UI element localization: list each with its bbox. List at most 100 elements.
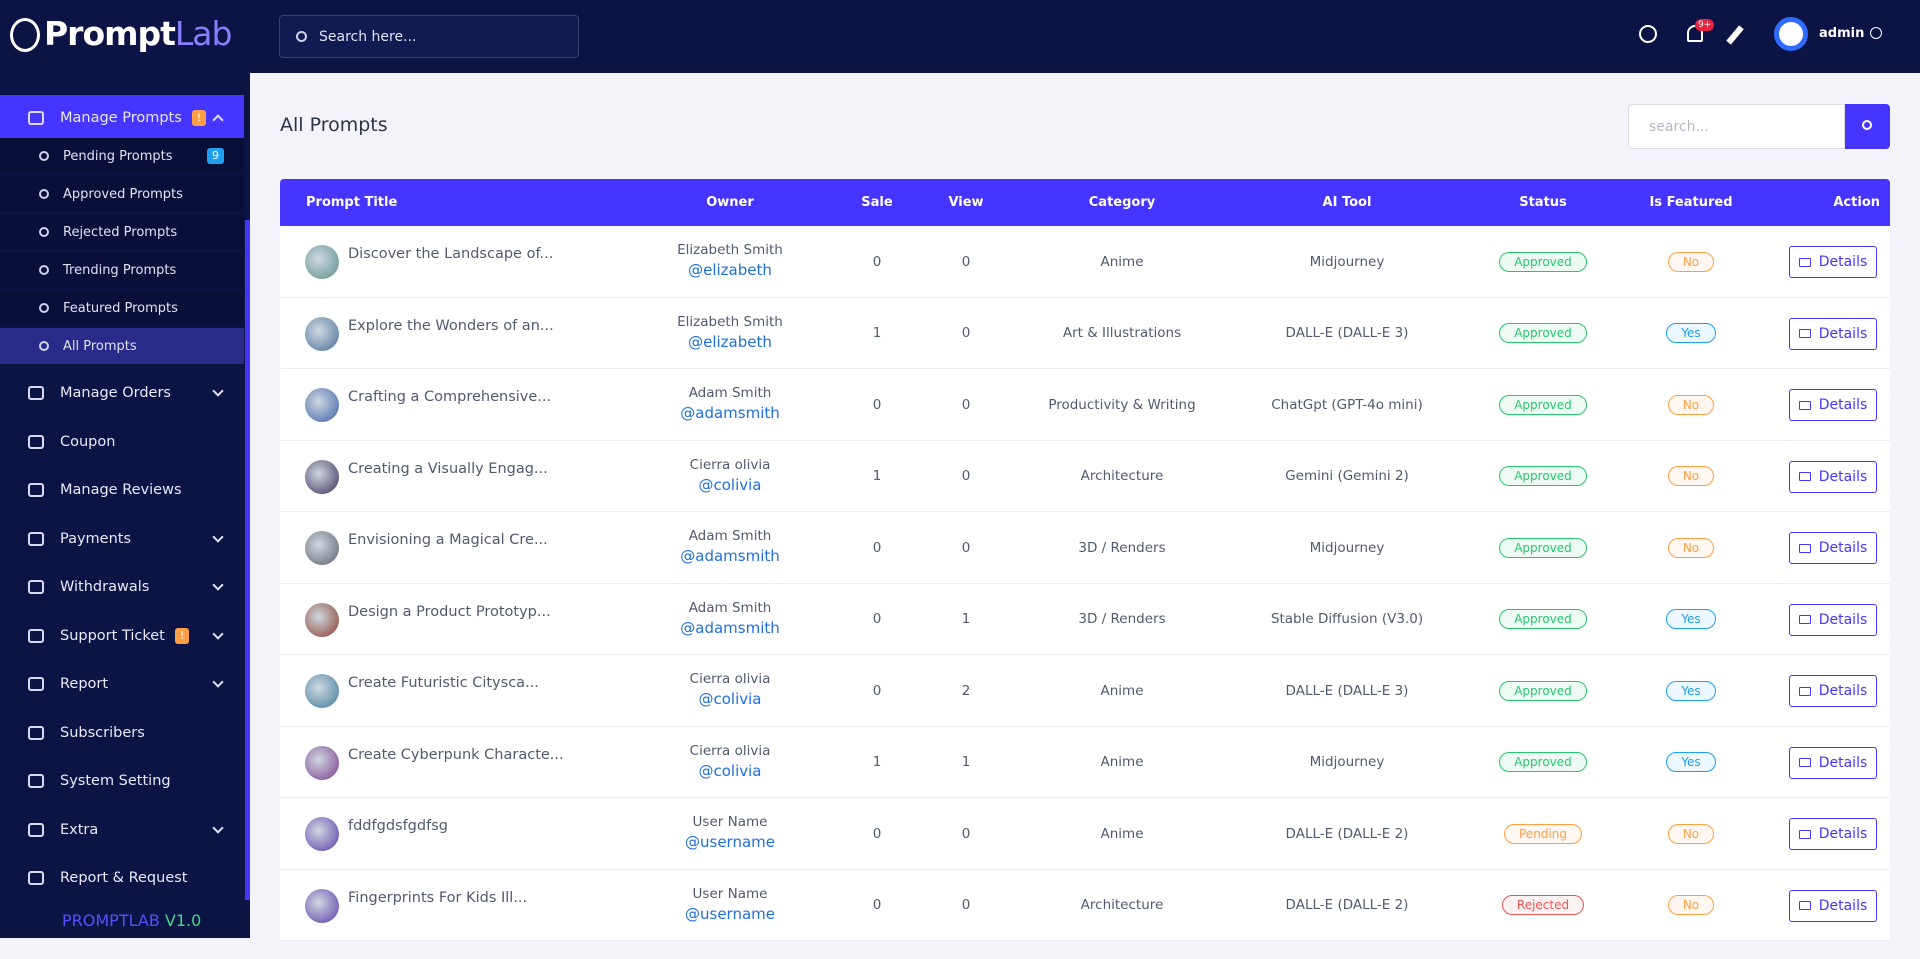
username[interactable]: admin <box>1819 26 1865 41</box>
column-header: Is Featured <box>1649 195 1733 210</box>
owner: Adam Smith @adamsmith <box>630 526 830 566</box>
prompt-title: Create Cyberpunk Characte... <box>348 746 564 763</box>
owner-name: Adam Smith <box>688 385 772 401</box>
details-button[interactable]: Details <box>1789 246 1877 278</box>
details-icon <box>1798 686 1811 696</box>
sale: 0 <box>872 253 882 270</box>
search-button[interactable] <box>1845 104 1890 149</box>
menu-label: Coupon <box>60 433 116 450</box>
version-name: PROMPTLAB <box>62 911 160 930</box>
details-button[interactable]: Details <box>1789 389 1877 421</box>
owner-handle[interactable]: @username <box>685 904 775 923</box>
owner: User Name @username <box>630 812 830 852</box>
featured-badge: No <box>1667 895 1715 916</box>
details-label: Details <box>1818 897 1868 914</box>
menu-item[interactable]: Report <box>0 661 244 707</box>
view: 0 <box>961 325 971 342</box>
submenu-item[interactable]: Featured Prompts <box>0 290 244 326</box>
user-dropdown[interactable] <box>1870 27 1882 39</box>
prompt-thumbnail <box>305 531 339 565</box>
owner-name: Adam Smith <box>688 599 772 616</box>
menu-item[interactable]: Payments <box>0 516 244 562</box>
view: 0 <box>961 897 971 914</box>
details-button[interactable]: Details <box>1789 889 1877 922</box>
menu-item[interactable]: Manage Reviews <box>0 467 244 513</box>
menu-item[interactable]: Manage Prompts! <box>0 95 244 141</box>
owner: Adam Smith @adamsmith <box>630 598 830 638</box>
status-cell: Approved <box>1443 584 1643 656</box>
menu-item[interactable]: System Setting <box>0 758 244 804</box>
owner-name: Cierra olivia <box>689 742 771 759</box>
brand-logo <box>10 18 40 52</box>
menu-item[interactable]: Support Ticket! <box>0 613 244 659</box>
owner-handle[interactable]: @adamsmith <box>680 618 780 637</box>
menu-item[interactable]: Extra <box>0 807 244 853</box>
owner-handle[interactable]: @colivia <box>698 761 762 780</box>
owner-handle[interactable]: @elizabeth <box>688 332 772 351</box>
submenu-item[interactable]: All Prompts <box>0 328 244 364</box>
menu-label: Report <box>60 676 109 692</box>
owner: Elizabeth Smith @elizabeth <box>630 240 830 280</box>
prompt-thumbnail <box>305 245 339 279</box>
top-search[interactable]: Search here... <box>279 15 579 58</box>
details-label: Details <box>1818 683 1868 699</box>
status-badge: Pending <box>1504 823 1582 844</box>
column-header: Sale <box>861 195 893 210</box>
owner-name: User Name <box>692 814 768 830</box>
ai-tool: Stable Diffusion (V3.0) <box>1270 611 1424 628</box>
prompt-title: Create Futuristic Citysca... <box>348 675 539 691</box>
submenu-item[interactable]: Pending Prompts 9 <box>0 138 244 174</box>
owner-handle[interactable]: @colivia <box>698 475 762 494</box>
chevron <box>212 676 224 688</box>
owner-handle[interactable]: @colivia <box>698 690 762 708</box>
sale: 1 <box>872 325 882 342</box>
avatar[interactable] <box>1774 17 1808 51</box>
featured-badge: No <box>1667 537 1715 558</box>
owner-handle[interactable]: @elizabeth <box>688 261 772 279</box>
language-icon[interactable] <box>1639 25 1657 43</box>
details-button[interactable]: Details <box>1789 675 1877 707</box>
table-row: Create Futuristic Citysca... Cierra olivi… <box>280 655 1890 727</box>
status-badge: Rejected <box>1501 895 1585 916</box>
category: Anime <box>1100 754 1144 771</box>
owner-handle[interactable]: @adamsmith <box>680 404 780 422</box>
featured-cell: No <box>1591 369 1791 441</box>
category: Anime <box>1100 825 1144 842</box>
menu-item[interactable]: Manage Orders <box>0 370 244 416</box>
status-badge: Approved <box>1499 394 1587 415</box>
sale: 0 <box>872 611 882 628</box>
details-button[interactable]: Details <box>1789 603 1877 636</box>
details-button[interactable]: Details <box>1789 818 1877 850</box>
details-icon <box>1798 758 1811 767</box>
menu-item[interactable]: Withdrawals <box>0 564 244 610</box>
submenu-item[interactable]: Rejected Prompts <box>0 214 244 250</box>
owner-handle[interactable]: @username <box>685 833 775 851</box>
details-button[interactable]: Details <box>1789 460 1877 493</box>
status-badge: Approved <box>1499 680 1587 701</box>
settings-icon[interactable] <box>1726 25 1744 45</box>
submenu-item[interactable]: Approved Prompts <box>0 176 244 212</box>
status-badge: Approved <box>1499 537 1587 558</box>
owner-name: User Name <box>692 885 768 902</box>
owner: Cierra olivia @colivia <box>630 669 830 709</box>
menu-icon <box>28 677 44 691</box>
submenu-item[interactable]: Trending Prompts <box>0 252 244 288</box>
owner-handle[interactable]: @adamsmith <box>680 547 780 565</box>
details-button[interactable]: Details <box>1789 746 1877 779</box>
menu-icon <box>28 531 44 546</box>
featured-badge: No <box>1667 466 1715 487</box>
featured-badge: Yes <box>1666 752 1716 773</box>
table-search[interactable]: search... <box>1628 104 1845 149</box>
details-button[interactable]: Details <box>1789 317 1877 350</box>
ai-tool: DALL-E (DALL-E 2) <box>1285 897 1409 914</box>
menu-item[interactable]: Report & Request <box>0 855 244 901</box>
prompt-thumbnail <box>305 674 339 708</box>
menu-item[interactable]: Subscribers <box>0 710 244 756</box>
featured-cell: No <box>1591 798 1791 870</box>
brand[interactable]: PromptLab <box>44 14 232 53</box>
action-cell: Details <box>1789 246 1877 278</box>
menu-item[interactable]: Coupon <box>0 419 244 465</box>
table-row: Creating a Visually Engag... Cierra olivi… <box>280 440 1890 512</box>
details-button[interactable]: Details <box>1789 532 1877 564</box>
